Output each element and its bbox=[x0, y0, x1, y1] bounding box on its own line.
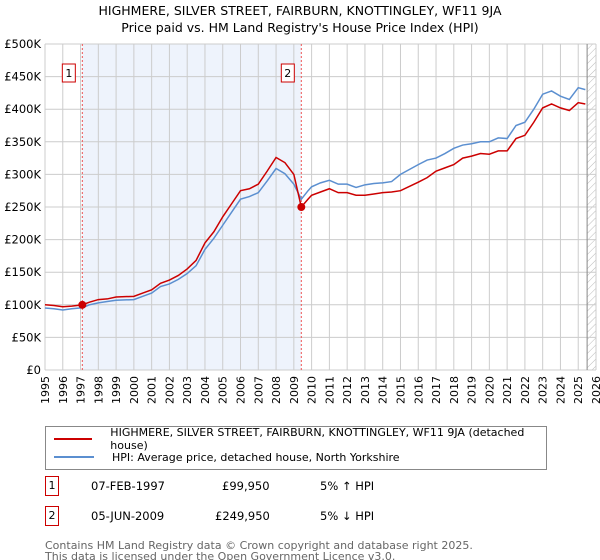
footer: Contains HM Land Registry data © Crown c… bbox=[45, 540, 473, 560]
sale-badge: 1 bbox=[45, 476, 59, 496]
x-tick-label: 2008 bbox=[270, 376, 283, 404]
x-tick-label: 2019 bbox=[466, 376, 479, 404]
y-tick-label: £350K bbox=[4, 135, 41, 149]
sale-point bbox=[78, 300, 87, 309]
y-tick-label: £50K bbox=[12, 330, 42, 344]
sale-point bbox=[297, 203, 306, 212]
y-tick-label: £300K bbox=[4, 167, 41, 181]
x-tick-label: 2004 bbox=[199, 376, 212, 404]
x-tick-label: 2014 bbox=[377, 376, 390, 404]
x-tick-label: 2003 bbox=[181, 376, 194, 404]
x-tick-label: 2016 bbox=[412, 376, 425, 404]
x-tick-label: 1997 bbox=[75, 376, 88, 404]
legend-label: HPI: Average price, detached house, Nort… bbox=[112, 450, 400, 464]
hpi-line bbox=[44, 86, 586, 311]
x-tick-label: 2013 bbox=[359, 376, 372, 404]
footer-line: This data is licensed under the Open Gov… bbox=[45, 550, 396, 560]
sale-label: 2 bbox=[284, 67, 291, 80]
x-tick-label: 2021 bbox=[501, 376, 514, 404]
x-tick-label: 1995 bbox=[39, 376, 52, 404]
y-tick-label: £200K bbox=[4, 233, 41, 247]
x-tick-label: 2011 bbox=[323, 376, 336, 404]
x-tick-label: 2024 bbox=[554, 376, 567, 404]
sale-badge: 2 bbox=[45, 506, 59, 526]
x-tick-label: 1996 bbox=[57, 376, 70, 404]
sale-price: £99,950 bbox=[222, 479, 270, 493]
sale-hpi-diff: 5% ↑ HPI bbox=[320, 479, 375, 493]
legend: HIGHMERE, SILVER STREET, FAIRBURN, KNOTT… bbox=[45, 426, 547, 470]
y-tick-label: £400K bbox=[4, 102, 41, 116]
x-tick-label: 2026 bbox=[590, 376, 600, 404]
x-tick-label: 2025 bbox=[572, 376, 585, 404]
sale-date: 05-JUN-2009 bbox=[91, 509, 165, 523]
legend-label: HIGHMERE, SILVER STREET, FAIRBURN, KNOTT… bbox=[110, 426, 525, 452]
x-tick-label: 2005 bbox=[217, 376, 230, 404]
chart-subtitle: Price paid vs. HM Land Registry's House … bbox=[121, 20, 479, 35]
x-tick-label: 2015 bbox=[394, 376, 407, 404]
x-tick-label: 1998 bbox=[92, 376, 105, 404]
y-tick-label: £100K bbox=[4, 298, 41, 312]
x-tick-label: 2022 bbox=[519, 376, 532, 404]
x-tick-label: 2012 bbox=[341, 376, 354, 404]
price-paid-line bbox=[44, 101, 586, 308]
sale-date: 07-FEB-1997 bbox=[91, 479, 165, 493]
y-tick-label: £450K bbox=[4, 70, 41, 84]
x-tick-label: 2009 bbox=[288, 376, 301, 404]
x-tick-label: 2017 bbox=[430, 376, 443, 404]
plot-area: 1995 1996 1997 1998 1999 2000 2001 2002 2003 2004… bbox=[4, 37, 600, 404]
x-tick-label: 2007 bbox=[252, 376, 265, 404]
x-tick-label: 2001 bbox=[146, 376, 159, 404]
x-tick-label: 2018 bbox=[448, 376, 461, 404]
y-tick-label: £250K bbox=[4, 200, 41, 214]
legend-swatch-red bbox=[54, 438, 93, 440]
legend-swatch-blue bbox=[54, 456, 94, 458]
sale-label-box bbox=[280, 63, 295, 83]
sale-hpi-diff: 5% ↓ HPI bbox=[320, 509, 375, 523]
legend-item-hpi: HPI: Average price, detached house, Nort… bbox=[54, 449, 400, 465]
legend-item-property: HIGHMERE, SILVER STREET, FAIRBURN, KNOTT… bbox=[54, 426, 546, 452]
x-tick-label: 2020 bbox=[483, 376, 496, 404]
x-tick-label: 2010 bbox=[306, 376, 319, 404]
sale-label-box bbox=[61, 63, 76, 83]
y-tick-label: £150K bbox=[4, 265, 41, 279]
footer-line: Contains HM Land Registry data © Crown c… bbox=[45, 539, 473, 552]
y-tick-label: £0 bbox=[26, 363, 41, 377]
sale-label: 1 bbox=[65, 67, 72, 80]
chart-title: HIGHMERE, SILVER STREET, FAIRBURN, KNOTT… bbox=[98, 3, 502, 18]
sale-price: £249,950 bbox=[215, 509, 270, 523]
x-tick-label: 1999 bbox=[110, 376, 123, 404]
x-tick-label: 2002 bbox=[163, 376, 176, 404]
x-tick-label: 2023 bbox=[537, 376, 550, 404]
x-tick-label: 2000 bbox=[128, 376, 141, 404]
x-tick-label: 2006 bbox=[235, 376, 248, 404]
y-tick-label: £500K bbox=[4, 37, 41, 51]
